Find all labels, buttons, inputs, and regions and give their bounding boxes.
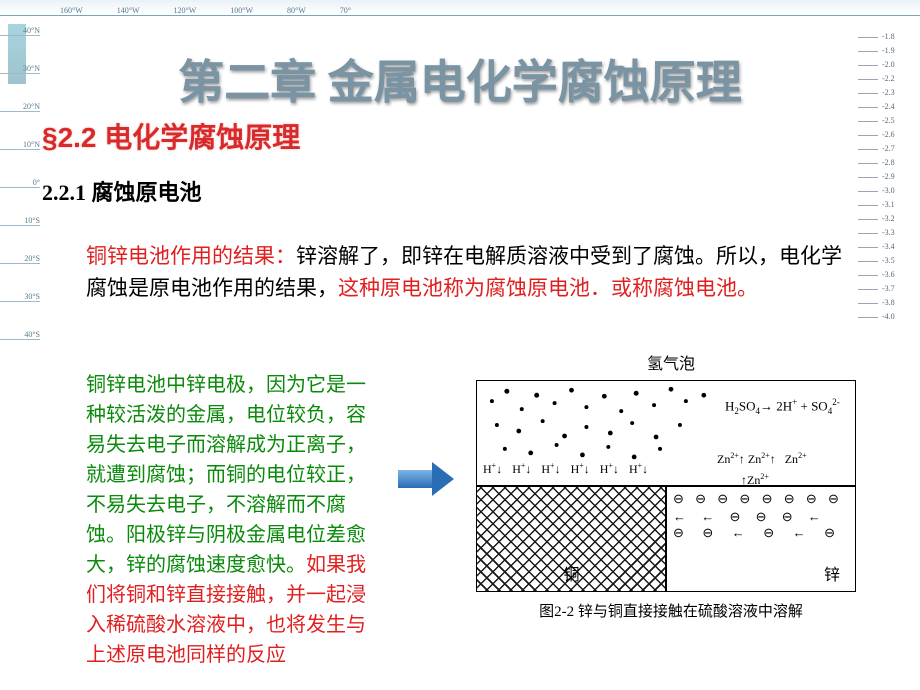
ruler-tick: 160°W	[60, 6, 83, 15]
figure-corrosion-cell: 氢气泡 H2SO4→ 2H+ + SO42- H+ H+ H+ H+	[476, 350, 866, 621]
para2-green: 铜锌电池中锌电极，因为它是一种较活泼的金属，电位较负，容易失去电子而溶解成为正离…	[86, 374, 366, 576]
section-title: §2.2 电化学腐蚀原理	[42, 116, 300, 156]
ruler-tick: 100°W	[230, 6, 253, 15]
ruler-tick: 30°S	[0, 292, 40, 302]
ruler-tick: 80°W	[287, 6, 306, 15]
ruler-tick: 40°N	[0, 26, 40, 36]
figure-zn-ions: Zn2+ Zn2+ Zn2+ Zn2+	[717, 447, 807, 489]
figure-electrons: ⊖ ⊖ ⊖ ⊖ ⊖ ⊖ ⊖ ⊖ ← ← ⊖ ⊖ ⊖ ← ⊖ ⊖ ← ⊖ ← ⊖	[673, 491, 856, 541]
para1-tail: 这种原电池称为腐蚀原电池．或称腐蚀电池。	[338, 276, 758, 300]
ruler-tick: 20°S	[0, 254, 40, 264]
figure-top-label: 氢气泡	[476, 350, 866, 374]
subsection-title: 2.2.1 腐蚀原电池	[42, 175, 202, 207]
para1-lead: 铜锌电池作用的结果：	[86, 244, 296, 268]
figure-zn-electrode: ⊖ ⊖ ⊖ ⊖ ⊖ ⊖ ⊖ ⊖ ← ← ⊖ ⊖ ⊖ ← ⊖ ⊖ ← ⊖ ← ⊖ …	[667, 485, 855, 591]
figure-caption: 图2-2 锌与铜直接接触在硫酸溶液中溶解	[476, 600, 866, 621]
ruler-tick: 120°W	[174, 6, 197, 15]
arrow-right-icon	[398, 462, 458, 496]
figure-box: H2SO4→ 2H+ + SO42- H+ H+ H+ H+ H+ H+ Zn2…	[476, 380, 856, 592]
ruler-tick: 10°N	[0, 140, 40, 150]
chapter-title: 第二章 金属电化学腐蚀原理	[0, 46, 920, 112]
paragraph-explanation: 铜锌电池中锌电极，因为它是一种较活泼的金属，电位较负，容易失去电子而溶解成为正离…	[86, 370, 380, 670]
paragraph-result: 铜锌电池作用的结果：锌溶解了，即锌在电解质溶液中受到了腐蚀。所以，电化学腐蚀是原…	[86, 240, 846, 304]
figure-zn-label: 锌	[824, 561, 840, 585]
figure-electrodes: 铜 ⊖ ⊖ ⊖ ⊖ ⊖ ⊖ ⊖ ⊖ ← ← ⊖ ⊖ ⊖ ← ⊖ ⊖ ← ⊖ ← …	[477, 485, 855, 591]
figure-cu-electrode: 铜	[477, 485, 667, 591]
background-top-ruler: 160°W 140°W 120°W 100°W 80°W 70°	[0, 0, 920, 16]
ruler-tick: 10°S	[0, 216, 40, 226]
ruler-tick: 140°W	[117, 6, 140, 15]
ruler-tick: 40°S	[0, 330, 40, 340]
figure-equation: H2SO4→ 2H+ + SO42-	[725, 397, 840, 416]
ruler-tick: 0°	[0, 178, 40, 188]
figure-cu-label: 铜	[563, 561, 579, 585]
ruler-tick: 70°	[340, 6, 351, 15]
